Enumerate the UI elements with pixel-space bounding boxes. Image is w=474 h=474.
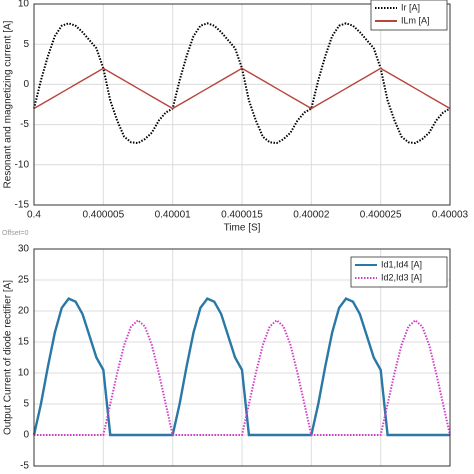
x-tick-label: 0.40003 (432, 210, 469, 221)
y-tick-label: 20 (18, 306, 30, 317)
y-tick-label: 30 (18, 244, 30, 255)
y-tick-label: -5 (20, 461, 29, 472)
legend: Id1,Id4 [A] Id2,Id3 [A] (350, 256, 448, 288)
axes-box (33, 3, 451, 206)
y-tick-label: 10 (18, 0, 30, 10)
legend-box (350, 256, 448, 288)
legend-label: Id1,Id4 [A] (381, 259, 422, 269)
legend-label: ILm [A] (401, 15, 430, 25)
x-tick-label: 0.400005 (82, 210, 124, 221)
y-axis-label: Output Current of diode rectifier [A] (3, 280, 14, 435)
y-tick-label: 5 (23, 399, 29, 410)
y-axis-label: Resonant and magnetizing current [A] (3, 20, 14, 188)
y-tick-label: 25 (18, 275, 30, 286)
x-tick-label: 0.400015 (221, 210, 263, 221)
legend: Ir [A] ILm [A] (370, 0, 448, 31)
series-line (34, 318, 451, 436)
x-tick-label: 0.40002 (293, 210, 330, 221)
series-line (33, 67, 451, 110)
y-tick-label: -5 (20, 119, 29, 130)
legend-label: Ir [A] (401, 2, 420, 12)
x-tick-label: 0.40001 (155, 210, 192, 221)
y-tick-label: -15 (15, 200, 30, 211)
series-line (32, 297, 450, 437)
legend-box (370, 0, 448, 31)
legend-label: Id2,Id3 [A] (381, 272, 422, 282)
annotation: Offset=0 (2, 230, 29, 237)
y-tick-label: 10 (18, 368, 30, 379)
y-tick-label: 0 (23, 430, 29, 441)
x-tick-label: 0.400025 (360, 210, 402, 221)
x-tick-label: 0.4 (27, 210, 41, 221)
axes-box (33, 248, 451, 467)
y-tick-label: 5 (23, 39, 29, 50)
y-tick-label: 0 (23, 79, 29, 90)
x-axis-label: Time [S] (224, 223, 261, 234)
y-tick-label: -10 (15, 159, 30, 170)
y-tick-label: 15 (18, 337, 30, 348)
